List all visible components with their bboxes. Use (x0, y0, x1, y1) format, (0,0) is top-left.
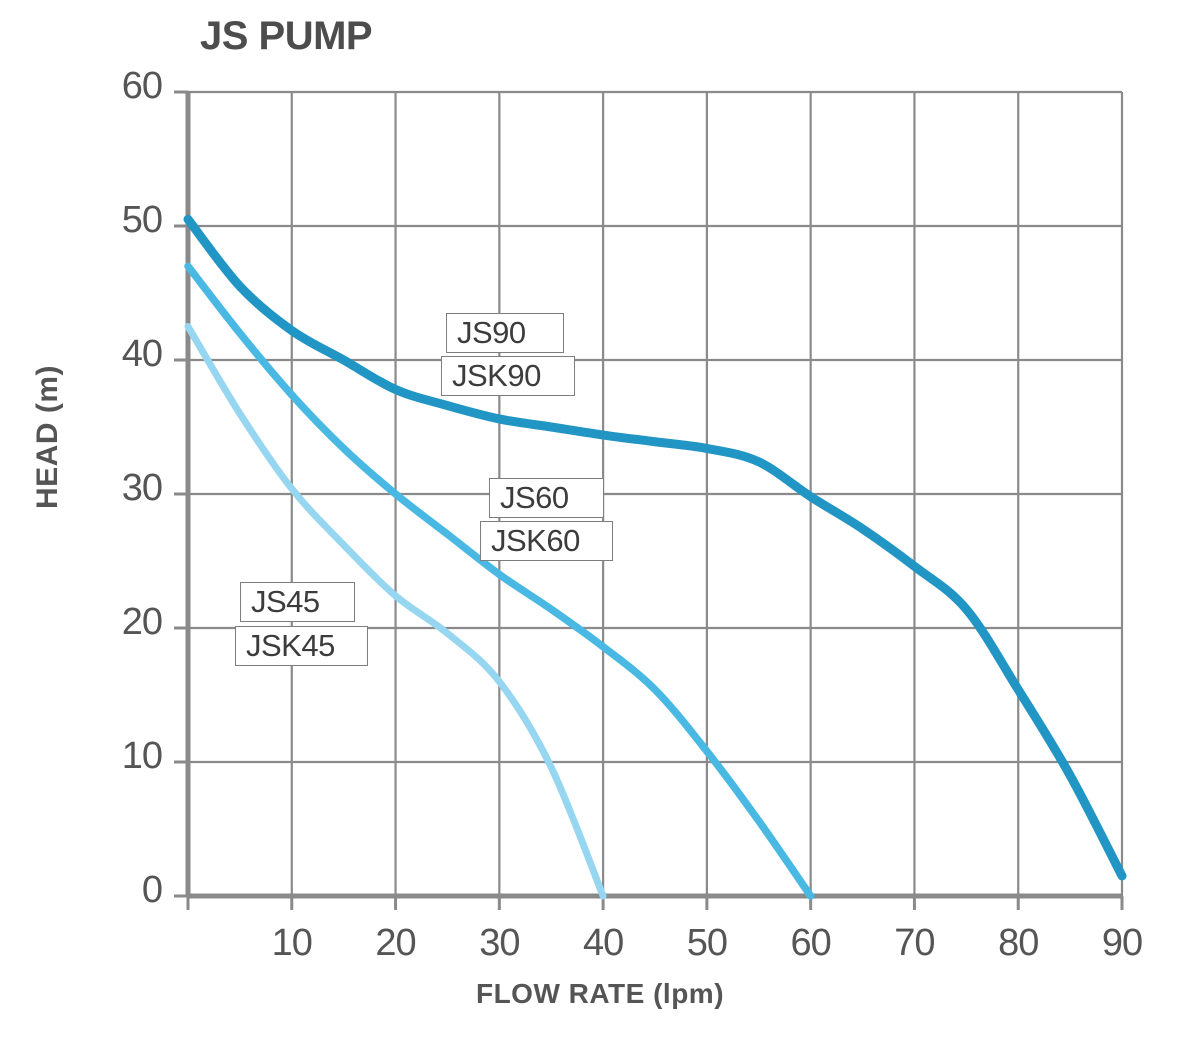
x-tick-label: 30 (479, 922, 520, 964)
y-tick-label: 0 (141, 869, 163, 911)
chart-title: JS PUMP (200, 14, 373, 58)
jsk45-label: JSK45 (235, 626, 368, 666)
x-tick-label: 60 (790, 922, 832, 964)
x-tick-label: 10 (271, 922, 313, 964)
curve-js60 (184, 262, 815, 900)
curve-js45 (184, 323, 607, 900)
x-tick-label: 90 (1101, 922, 1143, 964)
y-tick-label: 50 (121, 199, 163, 241)
js60-label: JS60 (489, 478, 604, 518)
y-tick-label: 60 (121, 65, 163, 107)
jsk60-label: JSK60 (480, 521, 613, 561)
x-tick-label: 40 (582, 922, 624, 964)
x-tick-label: 70 (894, 922, 935, 964)
y-tick-label: 40 (121, 333, 163, 375)
js45-label: JS45 (240, 582, 355, 622)
js90-label: JS90 (446, 313, 564, 353)
x-tick-label: 80 (998, 922, 1039, 964)
x-tick-label: 50 (686, 922, 728, 964)
jsk90-label: JSK90 (441, 356, 575, 396)
y-tick-label: 30 (121, 467, 163, 509)
curve-js90 (183, 214, 1127, 881)
gridlines (188, 90, 1124, 896)
y-tick-label: 20 (121, 601, 163, 643)
x-tick-label: 20 (375, 922, 416, 964)
y-tick-label: 10 (121, 735, 163, 777)
x-axis-title: FLOW RATE (lpm) (475, 978, 725, 1009)
tick-marks (174, 90, 1124, 910)
series-curves (183, 214, 1127, 900)
